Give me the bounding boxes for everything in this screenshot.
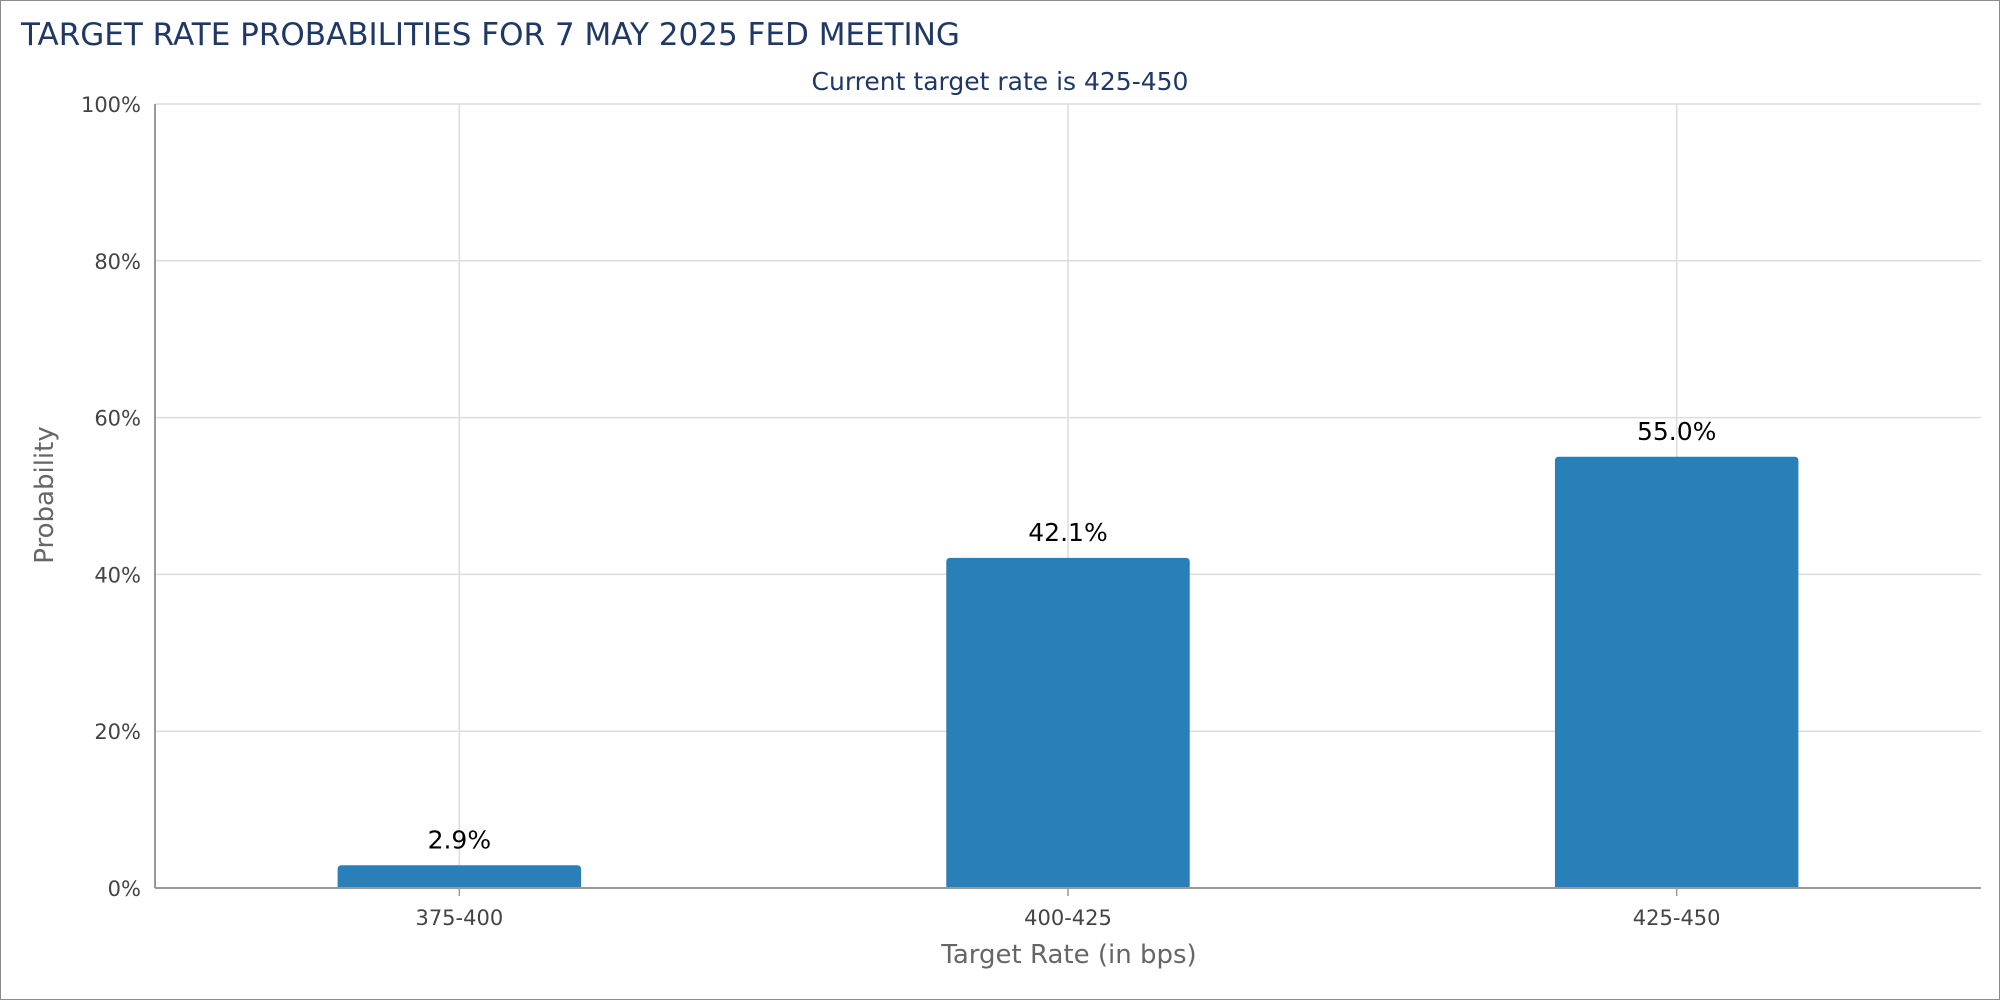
data-label: 55.0% (1637, 417, 1716, 446)
bars-group (337, 456, 1799, 888)
x-tick-labels: 375-400 400-425 425-450 (415, 888, 1721, 930)
y-tick-label: 40% (94, 563, 141, 587)
y-tick-labels: 0% 20% 40% 60% 80% 100% (81, 93, 141, 901)
y-tick-label: 100% (81, 93, 141, 117)
data-labels-group: 2.9% 42.1% 55.0% (428, 417, 1717, 854)
x-axis-title: Target Rate (in bps) (940, 940, 1196, 970)
y-axis-title: Probability (30, 426, 60, 563)
y-tick-label: 80% (94, 250, 141, 274)
chart-subtitle: Current target rate is 425-450 (812, 67, 1189, 96)
y-tick-label: 20% (94, 720, 141, 744)
data-label: 42.1% (1028, 518, 1107, 547)
y-tick-label: 60% (94, 407, 141, 431)
x-tick-label: 375-400 (415, 906, 503, 930)
chart-title: TARGET RATE PROBABILITIES FOR 7 MAY 2025… (20, 17, 960, 53)
data-label: 2.9% (428, 825, 492, 854)
bar-425-450[interactable] (1554, 456, 1799, 888)
y-tick-label: 0% (108, 877, 141, 901)
x-tick-label: 400-425 (1024, 906, 1112, 930)
bar-400-425[interactable] (946, 557, 1190, 888)
x-tick-label: 425-450 (1633, 906, 1721, 930)
bar-375-400[interactable] (337, 865, 582, 888)
